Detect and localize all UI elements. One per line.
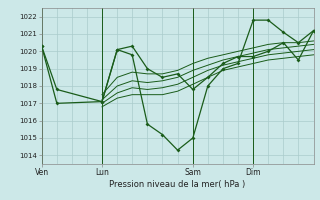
X-axis label: Pression niveau de la mer( hPa ): Pression niveau de la mer( hPa ) [109, 180, 246, 189]
